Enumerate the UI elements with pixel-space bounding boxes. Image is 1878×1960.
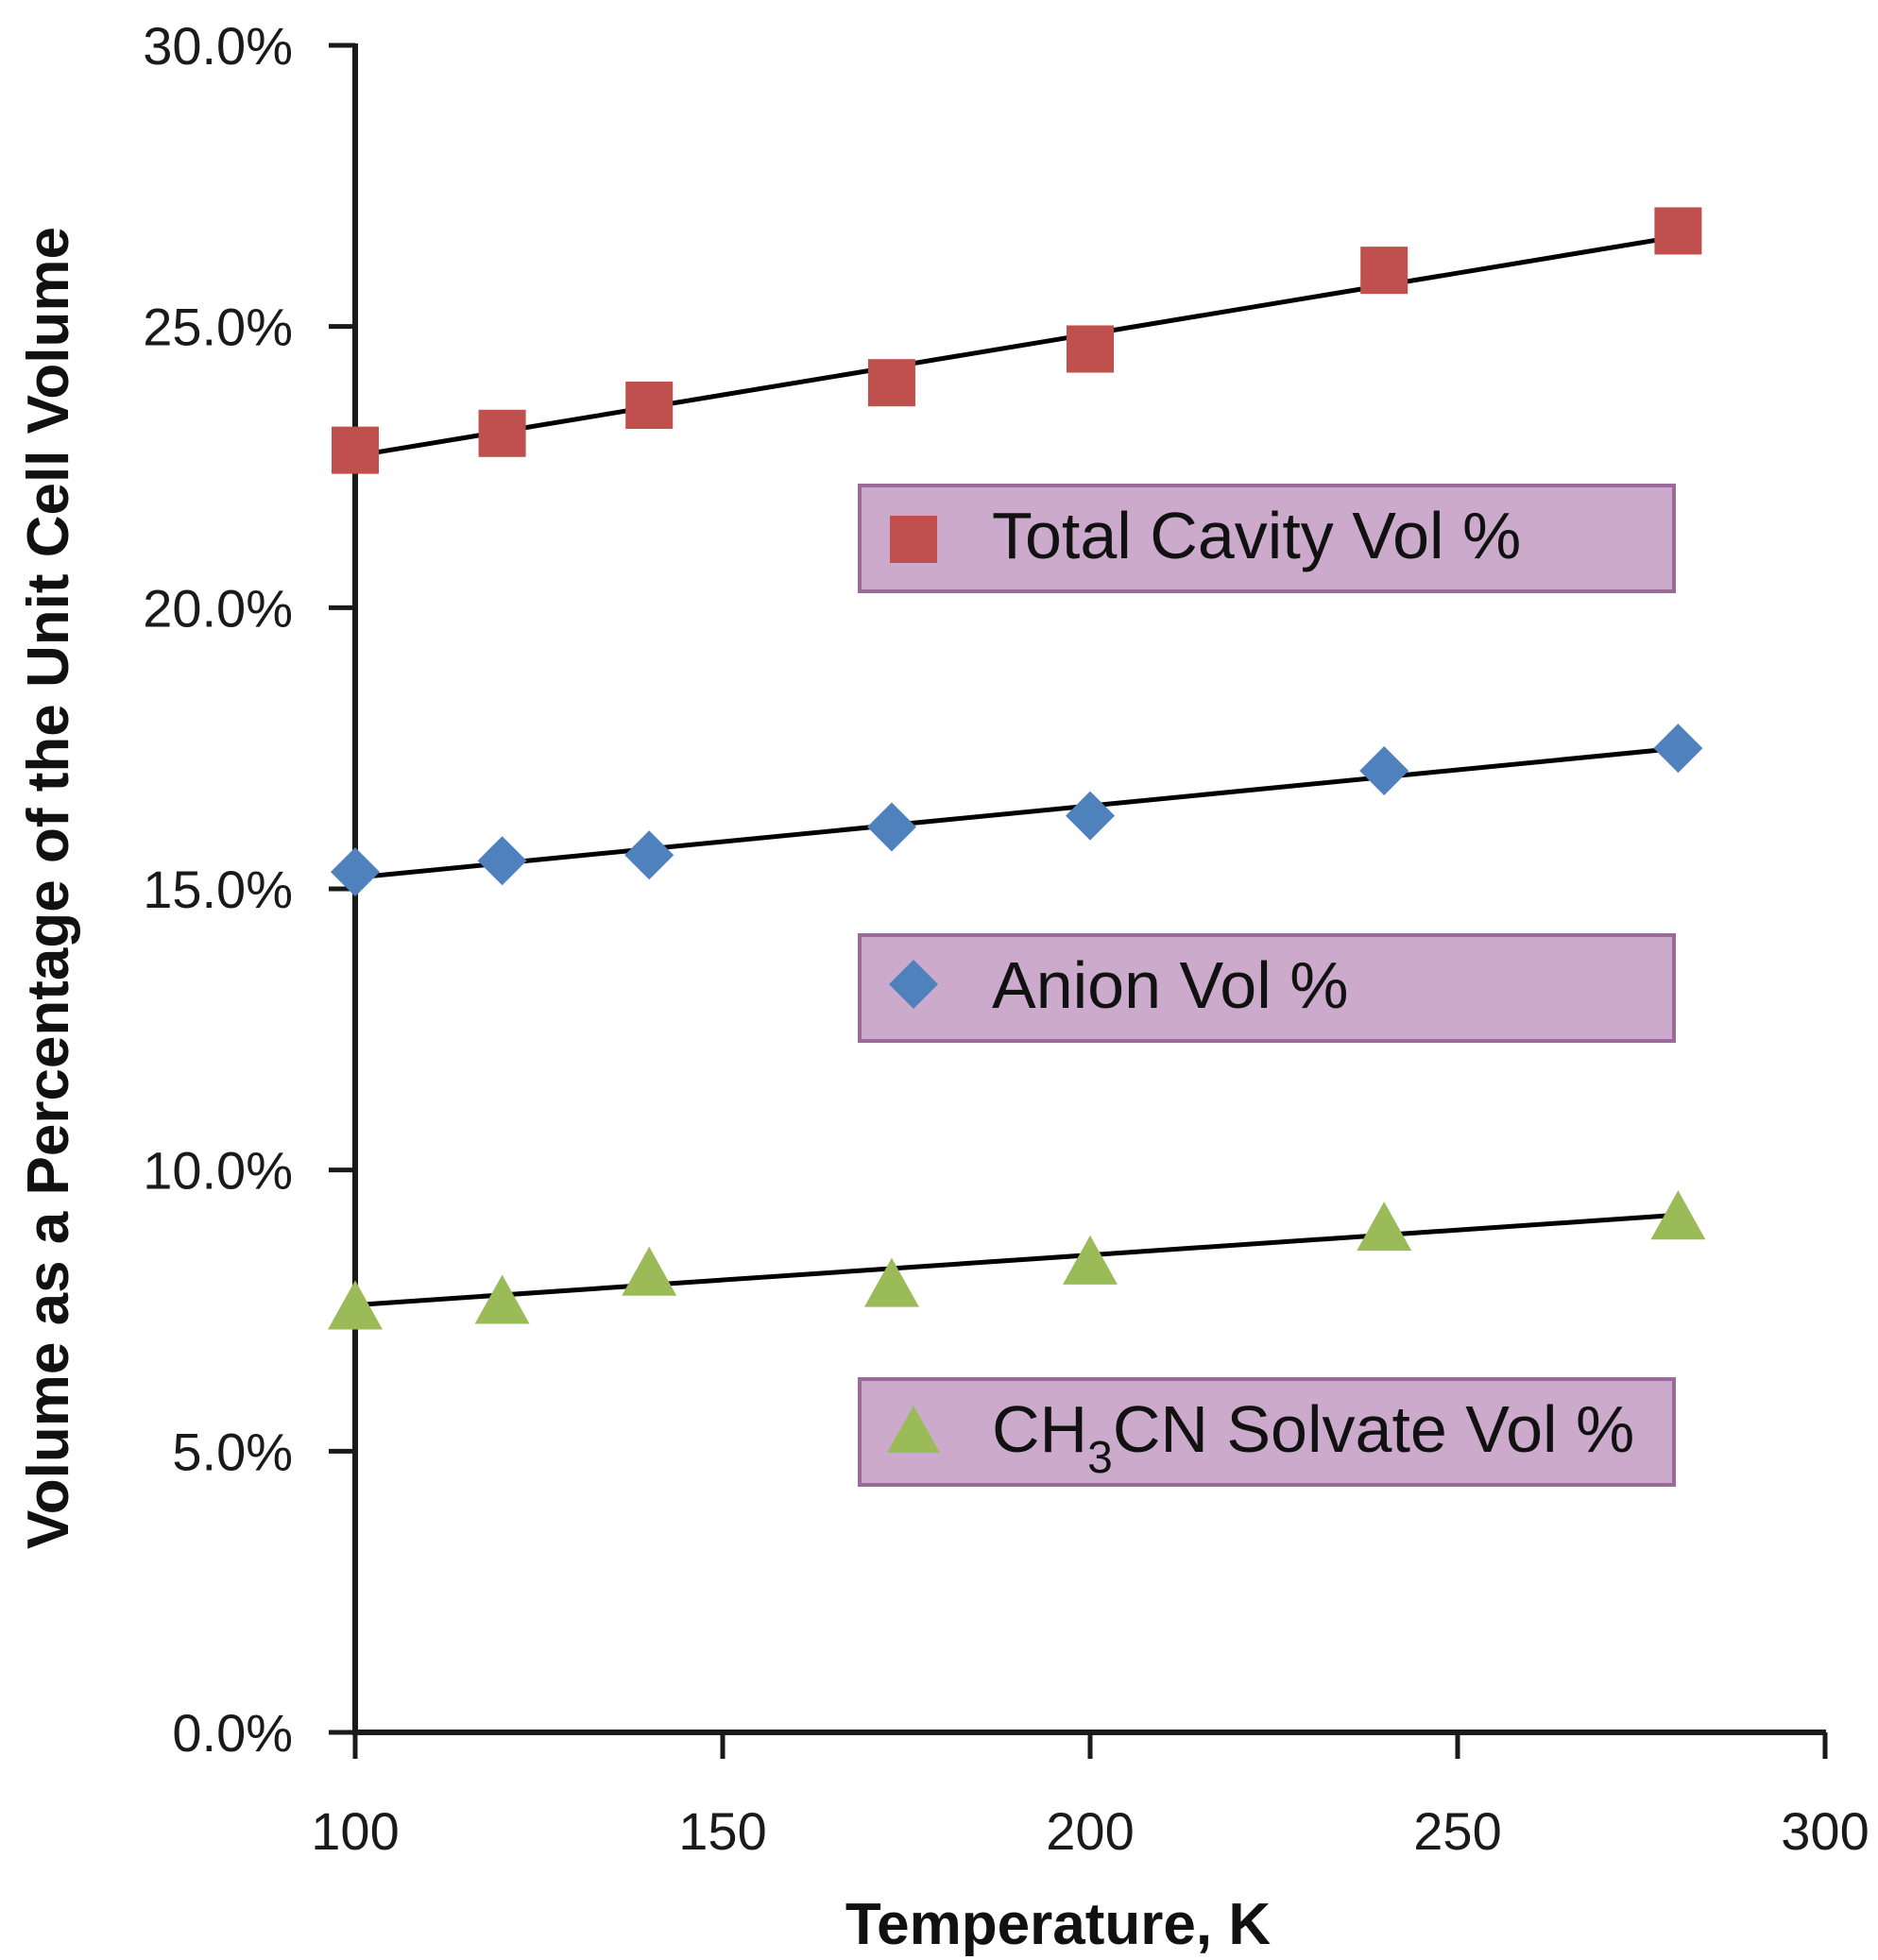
legend-label-anion: Anion Vol % bbox=[992, 948, 1348, 1022]
y-tick-label: 25.0% bbox=[143, 298, 293, 357]
data-points bbox=[328, 207, 1706, 1330]
x-tick-label: 100 bbox=[311, 1801, 399, 1861]
y-tick-label: 5.0% bbox=[172, 1422, 293, 1481]
data-point-diamond bbox=[866, 802, 916, 852]
y-tick-label: 0.0% bbox=[172, 1703, 293, 1763]
x-axis-title: Temperature, K bbox=[845, 1892, 1271, 1957]
data-point-triangle bbox=[1063, 1235, 1118, 1285]
y-axis-title: Volume as a Percentage of the Unit Cell … bbox=[16, 227, 81, 1549]
x-tick-label: 200 bbox=[1046, 1801, 1134, 1861]
legend-entry-total-cavity: Total Cavity Vol % bbox=[858, 484, 1676, 593]
data-point-diamond bbox=[1653, 724, 1703, 774]
legend-entry-ch3cn: CH3CN Solvate Vol % bbox=[858, 1377, 1676, 1487]
legend-label-ch3cn-rest: CN Solvate Vol % bbox=[1113, 1392, 1634, 1466]
data-point-square bbox=[867, 359, 915, 407]
y-tick-label: 30.0% bbox=[143, 16, 293, 76]
x-tick-label: 250 bbox=[1413, 1801, 1501, 1861]
y-ticks: 0.0% 5.0% 10.0% 15.0% 20.0% 25.0% 30.0% bbox=[143, 16, 355, 1763]
data-point-triangle bbox=[474, 1274, 530, 1324]
legend-box bbox=[858, 933, 1676, 1043]
y-tick-label: 10.0% bbox=[143, 1141, 293, 1201]
data-point-diamond bbox=[1066, 791, 1115, 841]
data-point-diamond bbox=[624, 830, 674, 880]
data-point-triangle bbox=[328, 1280, 383, 1330]
trendlines bbox=[354, 233, 1679, 1308]
legend-entry-anion: Anion Vol % bbox=[858, 933, 1676, 1043]
legend-box bbox=[858, 1377, 1676, 1487]
data-point-square bbox=[478, 409, 526, 457]
legend-marker-square bbox=[890, 516, 937, 563]
data-point-triangle bbox=[1650, 1190, 1706, 1240]
y-tick-label: 20.0% bbox=[143, 578, 293, 638]
legend-label-ch3cn: CH3CN Solvate Vol % bbox=[992, 1392, 1634, 1483]
trendline-diamond bbox=[354, 745, 1679, 880]
legend-marker-diamond bbox=[889, 960, 938, 1009]
x-ticks: 100 150 200 250 300 bbox=[311, 1732, 1869, 1861]
data-point-triangle bbox=[863, 1257, 919, 1307]
x-tick-label: 150 bbox=[678, 1801, 766, 1861]
data-point-triangle bbox=[622, 1246, 677, 1296]
data-point-diamond bbox=[1359, 745, 1409, 795]
trendline-square bbox=[354, 233, 1679, 459]
data-point-square bbox=[332, 426, 379, 474]
data-point-triangle bbox=[1357, 1202, 1412, 1252]
data-point-square bbox=[1360, 247, 1408, 295]
data-point-square bbox=[1067, 325, 1114, 373]
legend-label-total-cavity: Total Cavity Vol % bbox=[992, 499, 1521, 572]
data-point-diamond bbox=[331, 847, 380, 897]
legend-box bbox=[858, 484, 1676, 593]
data-point-diamond bbox=[477, 836, 527, 886]
data-point-square bbox=[1654, 207, 1702, 255]
legend: Total Cavity Vol % Anion Vol % CH3CN Sol… bbox=[858, 484, 1676, 1487]
x-tick-label: 300 bbox=[1781, 1801, 1869, 1861]
legend-label-ch3cn-main: CH bbox=[992, 1392, 1087, 1466]
y-tick-label: 15.0% bbox=[143, 860, 293, 919]
data-point-square bbox=[625, 382, 674, 430]
trendline-triangle bbox=[354, 1212, 1679, 1308]
legend-marker-triangle bbox=[887, 1406, 940, 1453]
legend-label-ch3cn-subscript: 3 bbox=[1087, 1433, 1113, 1483]
